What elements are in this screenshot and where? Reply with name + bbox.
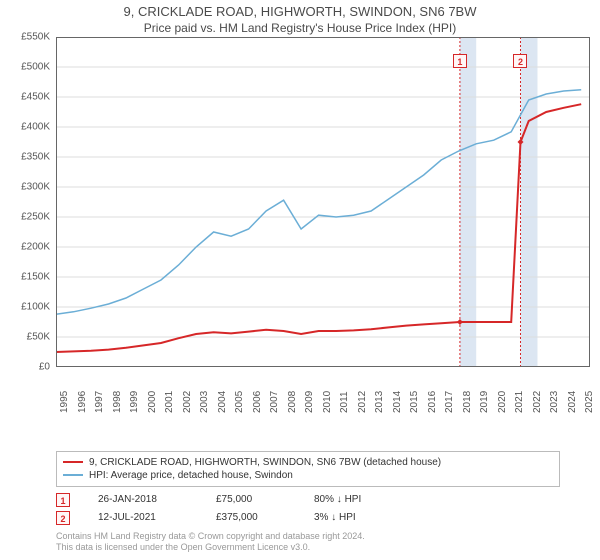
- chart-area: £0 £50K £100K £150K £200K £250K £300K £350K £400…: [0, 37, 600, 447]
- x-tick-label: 2015: [409, 391, 420, 413]
- x-tick-label: 2010: [322, 391, 333, 413]
- chart-svg: [56, 37, 590, 367]
- x-tick-label: 2016: [427, 391, 438, 413]
- x-tick-label: 2004: [217, 391, 228, 413]
- event-marker-1: 1: [56, 493, 70, 507]
- x-tick-label: 2003: [199, 391, 210, 413]
- legend-row: 9, CRICKLADE ROAD, HIGHWORTH, SWINDON, S…: [63, 456, 553, 469]
- legend-swatch: [63, 461, 83, 463]
- x-tick-label: 2005: [234, 391, 245, 413]
- y-tick-label: £300K: [21, 182, 50, 193]
- x-tick-label: 2018: [462, 391, 473, 413]
- event-price: £375,000: [216, 512, 286, 523]
- x-tick-label: 2025: [584, 391, 595, 413]
- x-tick-label: 2020: [497, 391, 508, 413]
- x-tick-label: 1997: [94, 391, 105, 413]
- y-tick-label: £150K: [21, 272, 50, 283]
- x-tick-label: 2014: [392, 391, 403, 413]
- annotation-marker-2: 2: [513, 54, 527, 68]
- x-tick-label: 2023: [549, 391, 560, 413]
- legend-swatch: [63, 474, 83, 476]
- x-tick-label: 2011: [339, 391, 350, 413]
- chart-title: 9, CRICKLADE ROAD, HIGHWORTH, SWINDON, S…: [0, 0, 600, 37]
- x-tick-label: 2000: [147, 391, 158, 413]
- event-row: 2 12-JUL-2021 £375,000 3% ↓ HPI: [56, 509, 560, 527]
- x-tick-label: 1998: [112, 391, 123, 413]
- footer-line2: This data is licensed under the Open Gov…: [56, 542, 560, 554]
- y-tick-label: £0: [39, 362, 50, 373]
- y-axis-labels: £0£50K£100K£150K£200K£250K£300K£350K£400…: [0, 37, 56, 367]
- x-tick-label: 2009: [304, 391, 315, 413]
- x-tick-label: 2012: [357, 391, 368, 413]
- event-price: £75,000: [216, 494, 286, 505]
- footer-line1: Contains HM Land Registry data © Crown c…: [56, 531, 560, 543]
- x-tick-label: 2019: [479, 391, 490, 413]
- event-marker-2: 2: [56, 511, 70, 525]
- title-line2: Price paid vs. HM Land Registry's House …: [0, 21, 600, 35]
- x-tick-label: 2007: [269, 391, 280, 413]
- x-axis-labels: 1995199619971998199920002001200220032004…: [56, 367, 590, 397]
- y-tick-label: £100K: [21, 302, 50, 313]
- legend-label: 9, CRICKLADE ROAD, HIGHWORTH, SWINDON, S…: [89, 457, 441, 468]
- event-pct: 80% ↓ HPI: [314, 494, 434, 505]
- x-tick-label: 2021: [514, 391, 525, 413]
- event-row: 1 26-JAN-2018 £75,000 80% ↓ HPI: [56, 491, 560, 509]
- title-line1: 9, CRICKLADE ROAD, HIGHWORTH, SWINDON, S…: [0, 4, 600, 19]
- annotation-marker-1: 1: [453, 54, 467, 68]
- y-tick-label: £200K: [21, 242, 50, 253]
- x-tick-label: 2017: [444, 391, 455, 413]
- legend: 9, CRICKLADE ROAD, HIGHWORTH, SWINDON, S…: [56, 451, 560, 487]
- x-tick-label: 2002: [182, 391, 193, 413]
- y-tick-label: £400K: [21, 122, 50, 133]
- y-tick-label: £50K: [27, 332, 50, 343]
- x-tick-label: 2024: [567, 391, 578, 413]
- event-date: 12-JUL-2021: [98, 512, 188, 523]
- x-tick-label: 1999: [129, 391, 140, 413]
- event-date: 26-JAN-2018: [98, 494, 188, 505]
- legend-label: HPI: Average price, detached house, Swin…: [89, 470, 293, 481]
- x-tick-label: 1995: [59, 391, 70, 413]
- x-tick-label: 1996: [77, 391, 88, 413]
- x-tick-label: 2006: [252, 391, 263, 413]
- y-tick-label: £500K: [21, 62, 50, 73]
- y-tick-label: £350K: [21, 152, 50, 163]
- y-tick-label: £450K: [21, 92, 50, 103]
- x-tick-label: 2013: [374, 391, 385, 413]
- footer-attribution: Contains HM Land Registry data © Crown c…: [56, 531, 560, 554]
- legend-row: HPI: Average price, detached house, Swin…: [63, 469, 553, 482]
- x-tick-label: 2001: [164, 391, 175, 413]
- y-tick-label: £550K: [21, 32, 50, 43]
- x-tick-label: 2022: [532, 391, 543, 413]
- events-table: 1 26-JAN-2018 £75,000 80% ↓ HPI 2 12-JUL…: [56, 491, 560, 527]
- x-tick-label: 2008: [287, 391, 298, 413]
- event-pct: 3% ↓ HPI: [314, 512, 434, 523]
- y-tick-label: £250K: [21, 212, 50, 223]
